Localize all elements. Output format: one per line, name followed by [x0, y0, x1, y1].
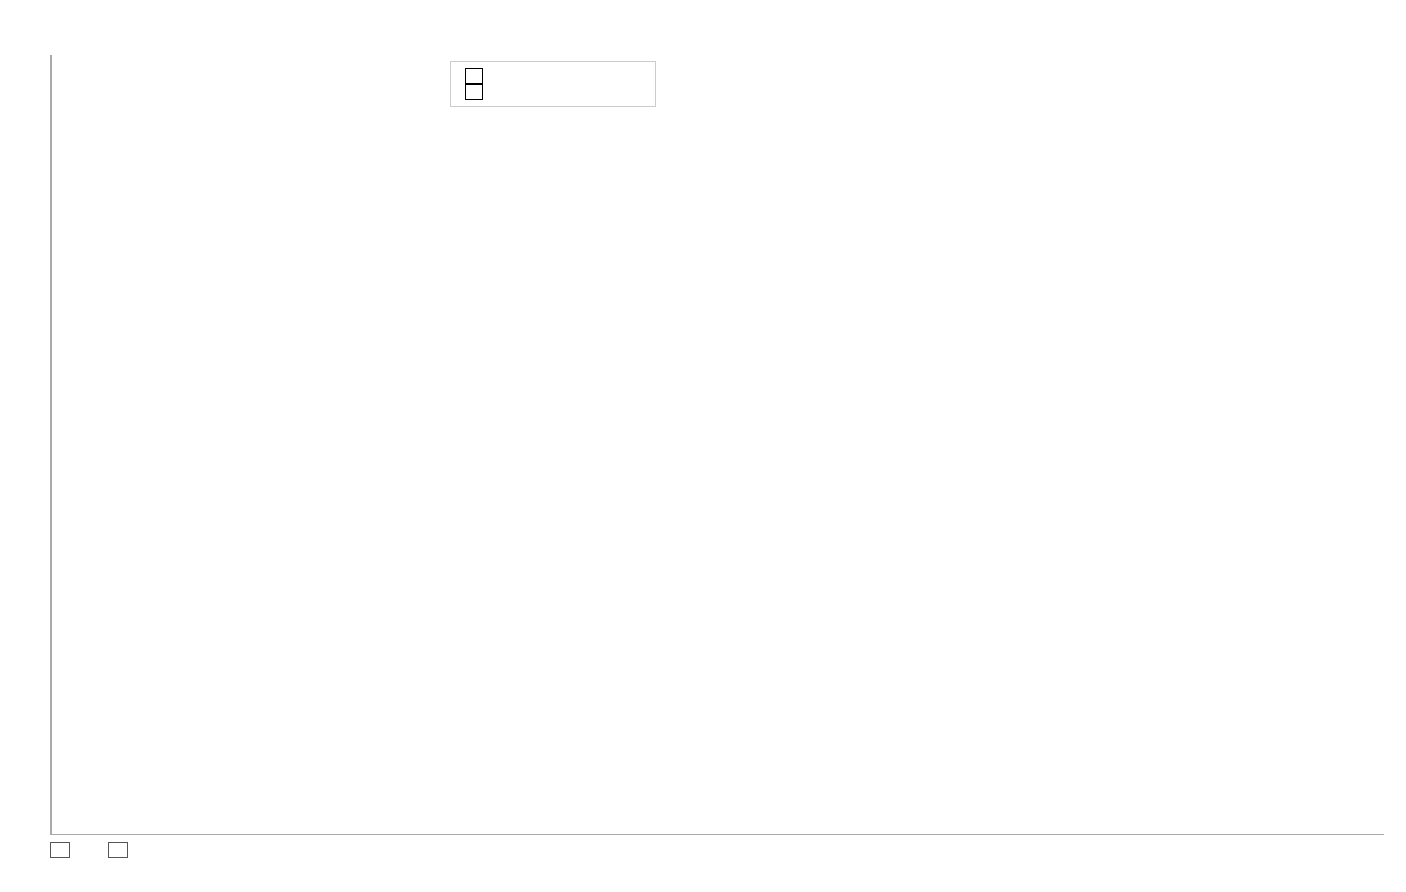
swatch-brazilians-icon [465, 68, 483, 84]
legend-row-brazilians [465, 68, 641, 84]
series-legend [50, 842, 136, 858]
plot-area [50, 55, 1384, 835]
swatch-haitians-icon [465, 84, 483, 100]
swatch-brazilians-icon [50, 842, 70, 858]
scatter-svg [50, 55, 1384, 834]
swatch-haitians-icon [108, 842, 128, 858]
correlation-legend [450, 61, 656, 107]
legend-row-haitians [465, 84, 641, 100]
legend-item-brazilians [50, 842, 78, 858]
chart-container [0, 0, 1406, 892]
legend-item-haitians [108, 842, 136, 858]
